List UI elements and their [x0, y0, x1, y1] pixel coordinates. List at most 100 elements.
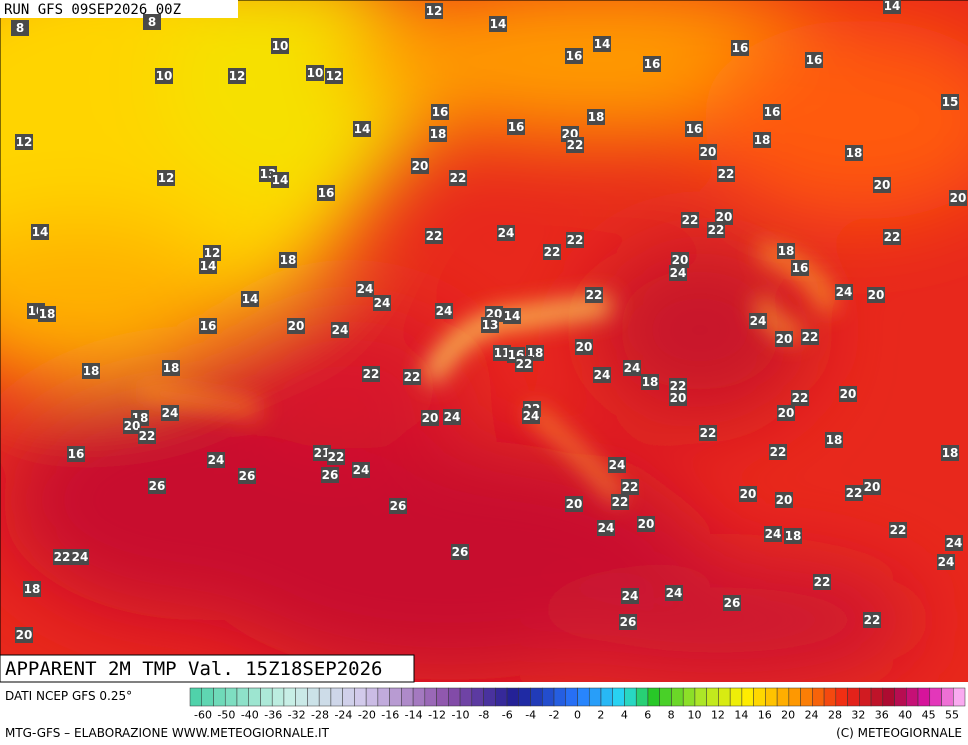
legend-swatch — [260, 687, 273, 707]
map-value-label: 24 — [765, 527, 782, 541]
map-value-label: 26 — [149, 479, 166, 493]
label-box — [715, 209, 733, 225]
legend-swatch — [189, 687, 202, 707]
legend-swatch — [436, 687, 449, 707]
legend-label: 2 — [597, 709, 604, 722]
label-box — [497, 225, 515, 241]
label-box — [593, 367, 611, 383]
map-value-label: 24 — [946, 536, 963, 550]
map-value-label: 24 — [609, 458, 626, 472]
label-box — [889, 522, 907, 538]
label-box — [608, 457, 626, 473]
legend-swatch — [224, 687, 238, 707]
map-value-label: 12 — [158, 171, 175, 185]
legend-swatch — [588, 687, 602, 707]
legend-swatch — [929, 687, 942, 707]
map-value-label: 24 — [498, 226, 515, 240]
map-value-label: 20 — [868, 288, 885, 302]
map-value-label: 20 — [566, 497, 583, 511]
map-value-label: 16 — [508, 120, 525, 134]
legend-swatch — [741, 687, 754, 707]
legend-swatch — [553, 687, 567, 707]
label-box — [362, 366, 380, 382]
map-value-label: 26 — [322, 468, 339, 482]
label-box — [941, 94, 959, 110]
legend-swatch — [377, 687, 390, 707]
label-box — [279, 252, 297, 268]
label-box — [764, 526, 782, 542]
map-value-label: 20 — [716, 210, 733, 224]
legend-swatch — [365, 687, 379, 707]
map-value-label: 20 — [778, 406, 795, 420]
label-box — [203, 245, 221, 261]
legend-label: 20 — [781, 709, 795, 722]
legend-swatch — [835, 687, 848, 707]
label-box — [451, 544, 469, 560]
legend-label: -10 — [451, 709, 469, 722]
label-box — [749, 313, 767, 329]
legend-label: 24 — [805, 709, 819, 722]
label-box — [199, 318, 217, 334]
label-box — [775, 492, 793, 508]
title-text: APPARENT 2M TMP Val. 15Z18SEP2026 — [5, 658, 383, 680]
legend-swatch — [401, 687, 414, 707]
map-value-label: 11 — [494, 346, 511, 360]
map-value-label: 12 — [426, 4, 443, 18]
map-value-label: 20 — [700, 145, 717, 159]
legend-label: -16 — [381, 709, 399, 722]
label-box — [777, 243, 795, 259]
label-box — [566, 137, 584, 153]
label-box — [753, 132, 771, 148]
label-box — [325, 68, 343, 84]
map-value-label: 16 — [566, 49, 583, 63]
map-value-label: 16 — [318, 186, 335, 200]
label-box — [38, 306, 56, 322]
map-value-label: 22 — [814, 575, 831, 589]
label-box — [731, 40, 749, 56]
map-value-label: 21 — [314, 446, 331, 460]
label-box — [641, 374, 659, 390]
label-box — [699, 144, 717, 160]
map-value-label: 14 — [884, 0, 901, 13]
map-value-label: 24 — [666, 586, 683, 600]
map-value-label: 18 — [163, 361, 180, 375]
legend-swatch — [518, 687, 531, 707]
map-value-label: 14 — [594, 37, 611, 51]
label-box — [238, 468, 256, 484]
legend-swatch — [342, 687, 355, 707]
legend-label: -28 — [311, 709, 329, 722]
map-value-label: 22 — [516, 357, 533, 371]
legend-label: 8 — [668, 709, 675, 722]
legend-swatch — [859, 687, 872, 707]
map-value-label: 20 — [288, 319, 305, 333]
legend-swatch — [318, 687, 332, 707]
label-box — [31, 224, 49, 240]
label-box — [637, 516, 655, 532]
legend-label: -8 — [478, 709, 489, 722]
label-box — [813, 574, 831, 590]
label-box — [82, 363, 100, 379]
label-box — [575, 339, 593, 355]
map-value-label: 26 — [620, 615, 637, 629]
label-box — [565, 496, 583, 512]
map-value-label: 20 — [576, 340, 593, 354]
label-box — [522, 408, 540, 424]
legend-label: -12 — [428, 709, 446, 722]
label-box — [867, 287, 885, 303]
label-box — [15, 134, 33, 150]
label-box — [199, 258, 217, 274]
map-value-label: 10 — [156, 69, 173, 83]
map-value-label: 12 — [204, 246, 221, 260]
legend-swatch — [530, 687, 543, 707]
legend-swatch — [295, 687, 308, 707]
label-box — [585, 287, 603, 303]
legend-swatch — [330, 687, 343, 707]
legend-swatch — [671, 687, 684, 707]
label-box — [619, 614, 637, 630]
map-value-label: 22 — [544, 245, 561, 259]
source-text: DATI NCEP GFS 0.25° — [5, 689, 132, 703]
legend-swatch — [753, 687, 766, 707]
label-box — [373, 295, 391, 311]
legend-swatch — [659, 687, 672, 707]
label-box — [845, 145, 863, 161]
